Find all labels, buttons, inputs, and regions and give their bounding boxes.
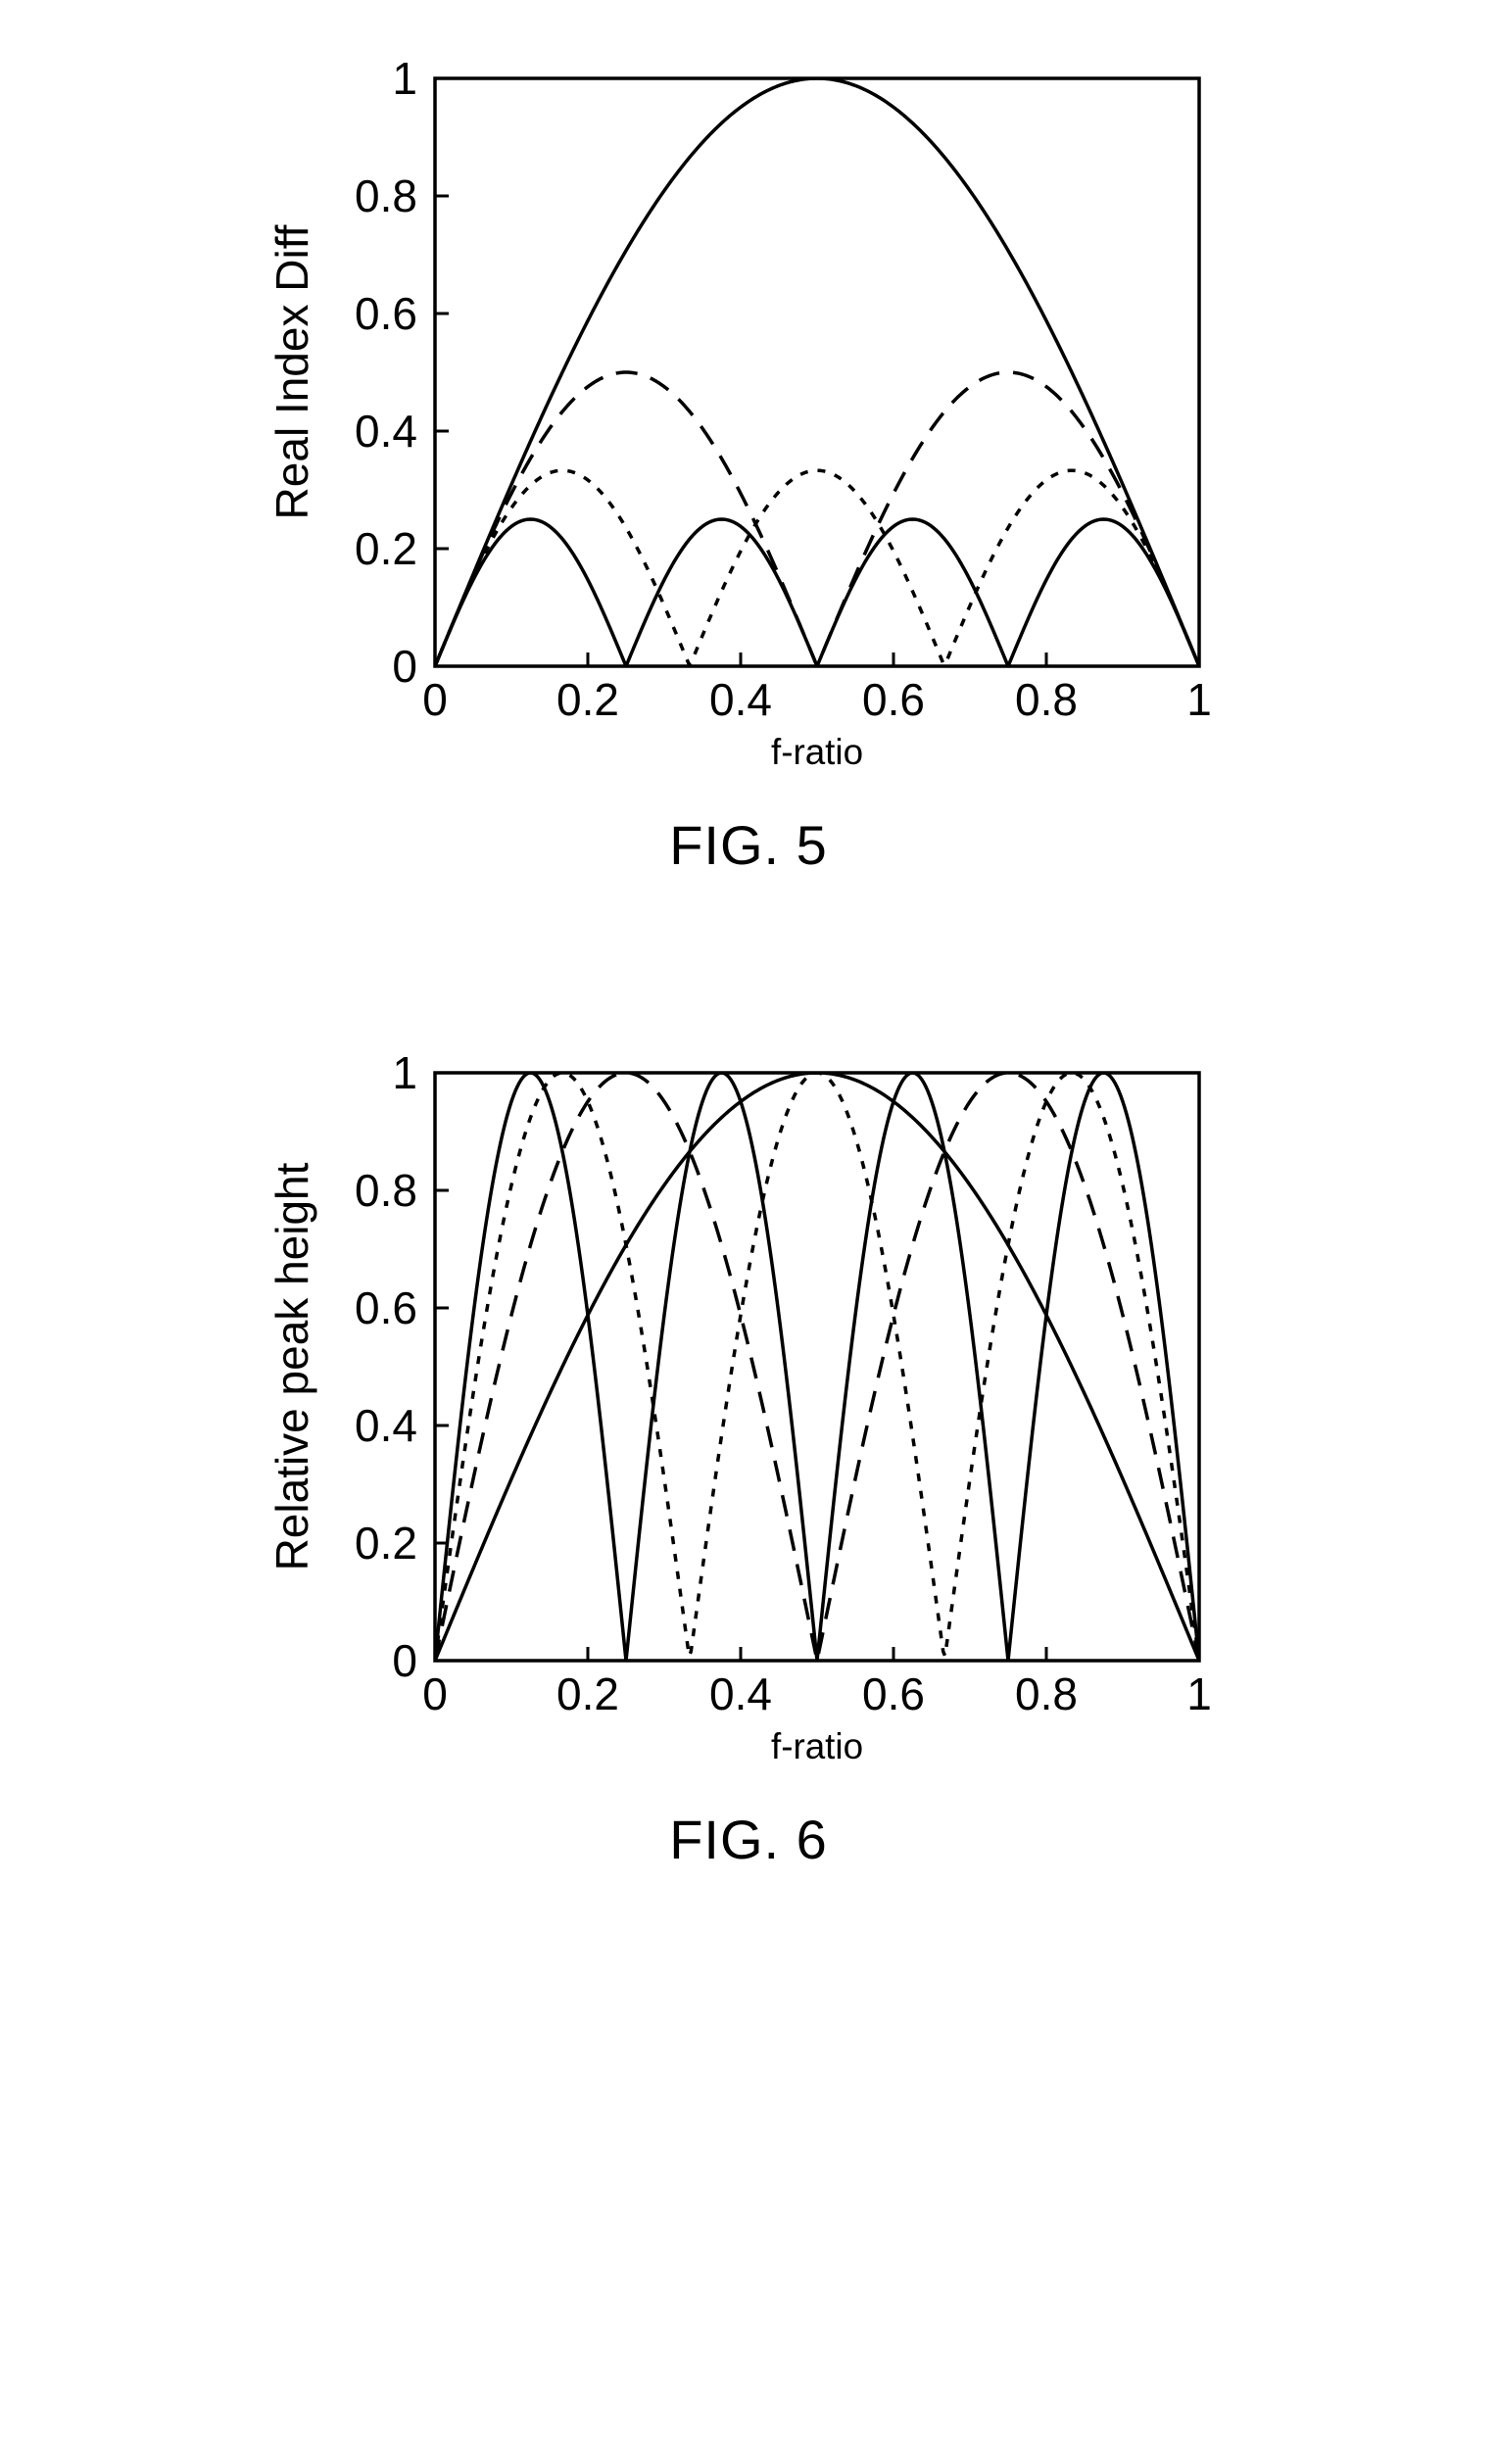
svg-text:0.6: 0.6 — [862, 1668, 925, 1719]
svg-text:0.6: 0.6 — [862, 674, 925, 725]
figure-5: 0 0.2 0.4 0.6 0.8 1 0 0.2 0.4 0.6 0.8 1 f-ratio Real … — [259, 39, 1238, 877]
svg-text:0.8: 0.8 — [1015, 1668, 1078, 1719]
svg-text:f-ratio: f-ratio — [771, 1726, 863, 1766]
svg-text:0.4: 0.4 — [355, 406, 417, 457]
fig6-caption: FIG. 6 — [259, 1808, 1238, 1871]
svg-text:0.2: 0.2 — [355, 523, 417, 574]
svg-text:1: 1 — [392, 53, 417, 104]
fig5-caption: FIG. 5 — [259, 813, 1238, 877]
svg-text:0.4: 0.4 — [355, 1400, 417, 1451]
svg-text:0.2: 0.2 — [355, 1518, 417, 1569]
fig6-plot: 0 0.2 0.4 0.6 0.8 1 0 0.2 0.4 0.6 0.8 1 f-ratio Relat… — [259, 1034, 1238, 1798]
svg-text:0.4: 0.4 — [709, 674, 772, 725]
svg-text:1: 1 — [1186, 674, 1212, 725]
svg-text:1: 1 — [392, 1047, 417, 1098]
svg-text:0.8: 0.8 — [1015, 674, 1078, 725]
svg-text:0.2: 0.2 — [556, 1668, 619, 1719]
svg-text:0.6: 0.6 — [355, 288, 417, 339]
svg-text:f-ratio: f-ratio — [771, 732, 863, 772]
svg-text:0.4: 0.4 — [709, 1668, 772, 1719]
fig5-plot: 0 0.2 0.4 0.6 0.8 1 0 0.2 0.4 0.6 0.8 1 f-ratio Real … — [259, 39, 1238, 803]
figure-6: 0 0.2 0.4 0.6 0.8 1 0 0.2 0.4 0.6 0.8 1 f-ratio Relat… — [259, 1034, 1238, 1871]
fig5-svg: 0 0.2 0.4 0.6 0.8 1 0 0.2 0.4 0.6 0.8 1 f-ratio Real … — [259, 39, 1238, 803]
fig6-svg: 0 0.2 0.4 0.6 0.8 1 0 0.2 0.4 0.6 0.8 1 f-ratio Relat… — [259, 1034, 1238, 1798]
svg-text:0: 0 — [422, 674, 448, 725]
svg-text:0.8: 0.8 — [355, 170, 417, 221]
svg-text:Real Index Diff: Real Index Diff — [266, 224, 317, 519]
svg-text:0: 0 — [392, 641, 417, 692]
svg-text:0.6: 0.6 — [355, 1282, 417, 1333]
svg-text:0.2: 0.2 — [556, 674, 619, 725]
svg-text:1: 1 — [1186, 1668, 1212, 1719]
svg-text:0: 0 — [392, 1635, 417, 1686]
svg-text:Relative peak height: Relative peak height — [266, 1162, 317, 1570]
svg-text:0: 0 — [422, 1668, 448, 1719]
svg-text:0.8: 0.8 — [355, 1165, 417, 1216]
